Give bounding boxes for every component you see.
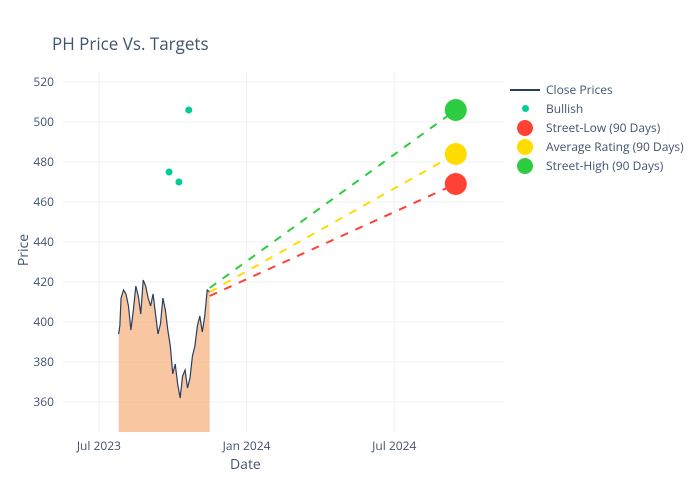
legend-swatch <box>510 83 540 97</box>
y-axis-label: Price <box>14 234 33 266</box>
y-tick-label: 380 <box>33 353 54 370</box>
legend-swatch <box>510 140 540 154</box>
legend-item[interactable]: Bullish <box>510 99 684 118</box>
legend-label: Average Rating (90 Days) <box>546 138 684 155</box>
y-tick-label: 520 <box>33 73 54 90</box>
legend-label: Street-Low (90 Days) <box>546 119 660 136</box>
y-tick-label: 440 <box>33 233 54 250</box>
y-tick-label: 420 <box>33 273 54 290</box>
y-tick-label: 400 <box>33 313 54 330</box>
y-tick-label: 500 <box>33 113 54 130</box>
chart-container: PH Price Vs. Targets Price Date 360 380 40… <box>0 0 700 500</box>
x-axis-label: Date <box>230 455 261 474</box>
chart-plot: 360 380 400 420 440 460 480 500 520 Jul 2023 Jan 2… <box>0 0 700 500</box>
x-tick-label: Jul 2024 <box>371 437 416 454</box>
bullish-point <box>175 179 182 186</box>
legend-item[interactable]: Close Prices <box>510 80 684 99</box>
chart-title: PH Price Vs. Targets <box>52 32 209 55</box>
bullish-point <box>185 107 192 114</box>
legend-swatch <box>510 121 540 135</box>
bullish-point <box>166 169 173 176</box>
legend-swatch <box>510 102 540 116</box>
legend-label: Close Prices <box>546 81 613 98</box>
x-tick-label: Jul 2023 <box>76 437 121 454</box>
legend-item[interactable]: Street-Low (90 Days) <box>510 118 684 137</box>
legend-swatch <box>510 159 540 173</box>
legend-label: Bullish <box>546 100 583 117</box>
legend-label: Street-High (90 Days) <box>546 157 663 174</box>
chart-legend: Close Prices Bullish Street-Low (90 Days) A… <box>510 80 684 175</box>
x-tick-label: Jan 2024 <box>222 437 271 454</box>
legend-item[interactable]: Street-High (90 Days) <box>510 156 684 175</box>
y-tick-label: 480 <box>33 153 54 170</box>
target-marker-low <box>445 173 467 195</box>
target-marker-avg <box>445 143 467 165</box>
legend-item[interactable]: Average Rating (90 Days) <box>510 137 684 156</box>
y-tick-label: 360 <box>33 393 54 410</box>
target-marker-high <box>445 99 467 121</box>
y-tick-label: 460 <box>33 193 54 210</box>
